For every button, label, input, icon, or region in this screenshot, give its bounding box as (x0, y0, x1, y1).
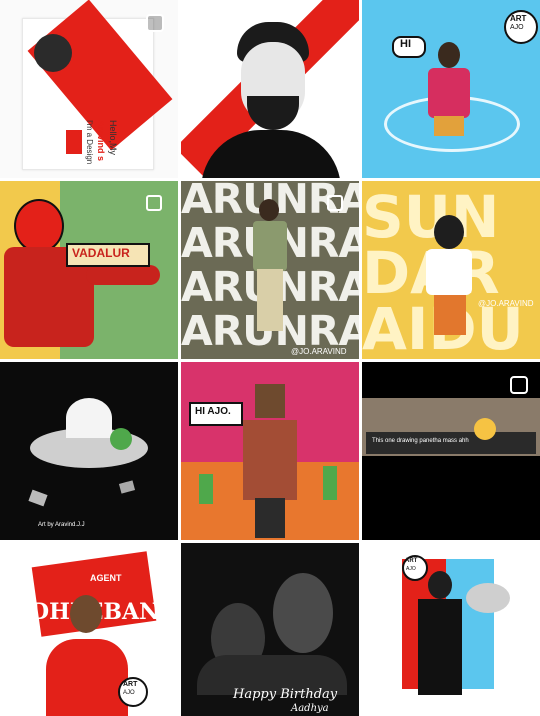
avatar-face (34, 34, 72, 72)
banner-text: VADALUR (72, 246, 130, 260)
logo-text-ajo: AJO (406, 566, 416, 572)
character-pants (257, 269, 283, 331)
post-tile-1[interactable]: Hello,My Aravind s I'm a Design (0, 0, 178, 178)
post-tile-8[interactable]: HI AJO. (181, 362, 359, 540)
post-tile-2[interactable] (181, 0, 359, 178)
tree (110, 428, 132, 450)
artist-handle: @JO.ARAVIND (291, 347, 347, 356)
character-body (46, 639, 128, 716)
post-tile-12[interactable]: ART AJO (362, 543, 540, 716)
speech-text: HI (400, 38, 411, 50)
post-tile-4[interactable]: VADALUR (0, 181, 178, 359)
emoji (474, 418, 496, 440)
dome (66, 398, 112, 438)
art-credit: Art by Aravind.J.J (38, 522, 85, 528)
character-head (259, 199, 279, 221)
shoulders (197, 655, 347, 695)
logo-text-ajo: AJO (123, 690, 135, 696)
banner-bg (66, 243, 150, 267)
logo-text-art: ART (510, 14, 527, 23)
character-legs (255, 498, 285, 538)
art-ajo-logo (504, 10, 538, 44)
character-head (438, 42, 460, 68)
character-head (70, 595, 102, 633)
logo-text-ajo: AJO (510, 24, 524, 31)
greeting-line-2: Aadhya (291, 703, 329, 714)
artist-handle: @JO.ARAVIND (478, 299, 534, 308)
multi-image-icon (327, 195, 343, 211)
hero-arm (86, 265, 160, 285)
character-stool (434, 295, 466, 335)
intro-text-3: I'm a Design (85, 120, 94, 165)
comment-text: This one drawing panetha mass ahh (372, 438, 469, 444)
intro-text-2: Aravind s (96, 120, 106, 162)
speech-bubble (189, 402, 243, 426)
person-right (273, 573, 333, 653)
red-block (66, 130, 82, 154)
speech-text: HI AJO. (195, 406, 231, 417)
beard (247, 96, 299, 130)
name-row-1: SUN (362, 183, 500, 251)
reels-icon (146, 14, 164, 32)
character-jacket (253, 221, 287, 271)
reels-icon (510, 376, 528, 394)
logo-text-art: ART (405, 558, 418, 564)
post-tile-9[interactable]: This one drawing panetha mass ahh (362, 362, 540, 540)
character-head (434, 215, 464, 249)
cactus-left (199, 474, 213, 504)
character-legs (434, 116, 464, 136)
smoke (466, 583, 510, 613)
post-tile-10[interactable]: AGENT DHEEBAN ART AJO (0, 543, 178, 716)
character-coat (243, 420, 297, 500)
art-ajo-logo (118, 677, 148, 707)
art-ajo-logo (402, 555, 428, 581)
hero-mask (14, 199, 64, 253)
greeting-line-1: Happy Birthday (233, 687, 338, 702)
post-tile-3[interactable]: HI ART AJO (362, 0, 540, 178)
post-tile-7[interactable]: Art by Aravind.J.J (0, 362, 178, 540)
character-shirt (426, 249, 472, 295)
rock-1 (28, 489, 48, 507)
character-head (255, 384, 285, 418)
post-tile-11[interactable]: Happy Birthday Aadhya (181, 543, 359, 716)
cactus-right (323, 466, 337, 500)
speech-bubble (392, 36, 426, 58)
character-body (428, 68, 470, 118)
post-tile-6[interactable]: SUN DAR AIDU @JO.ARAVIND (362, 181, 540, 359)
rock-2 (118, 480, 136, 494)
intro-text-1: Hello,My (108, 120, 118, 156)
comment-box (366, 432, 536, 454)
character-suit (418, 599, 462, 695)
post-tile-5[interactable]: ARUNRAJ ARUNRAJ ARUNRAJ ARUNRAJ @JO.ARAV… (181, 181, 359, 359)
agent-label: AGENT (90, 573, 122, 583)
logo-text-art: ART (123, 681, 138, 688)
multi-image-icon (146, 195, 162, 211)
character-head (428, 571, 452, 599)
